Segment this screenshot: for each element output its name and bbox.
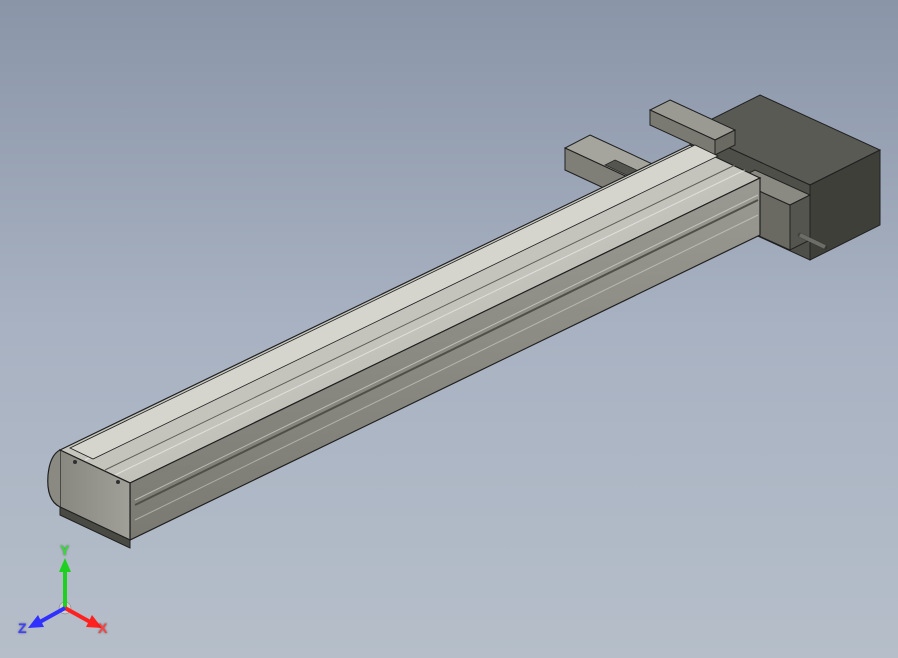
y-axis-icon — [59, 558, 71, 608]
cad-model-render — [0, 0, 898, 658]
x-axis-label: X — [98, 620, 107, 636]
x-axis-icon — [65, 608, 102, 628]
cad-3d-viewport[interactable]: Y X Z — [0, 0, 898, 658]
y-axis-label: Y — [60, 542, 69, 558]
z-axis-icon — [28, 608, 65, 628]
z-axis-label: Z — [18, 620, 27, 636]
linear-rail-body — [48, 145, 760, 548]
view-orientation-triad[interactable]: Y X Z — [20, 548, 110, 638]
